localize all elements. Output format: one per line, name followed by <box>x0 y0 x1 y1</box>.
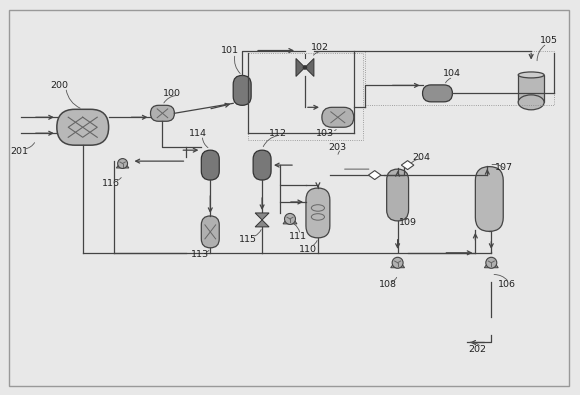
FancyBboxPatch shape <box>253 150 271 180</box>
Text: 200: 200 <box>50 81 68 90</box>
Text: 110: 110 <box>299 245 317 254</box>
Polygon shape <box>255 213 269 220</box>
Text: 100: 100 <box>164 89 182 98</box>
FancyBboxPatch shape <box>201 216 219 248</box>
Text: 203: 203 <box>329 143 347 152</box>
Text: 101: 101 <box>221 46 239 55</box>
FancyBboxPatch shape <box>387 169 408 221</box>
Text: 111: 111 <box>289 232 307 241</box>
Circle shape <box>285 213 295 224</box>
FancyBboxPatch shape <box>150 105 175 121</box>
Text: 115: 115 <box>239 235 257 245</box>
Ellipse shape <box>518 72 544 78</box>
FancyBboxPatch shape <box>201 150 219 180</box>
Polygon shape <box>305 58 314 76</box>
Text: 204: 204 <box>412 152 430 162</box>
Ellipse shape <box>518 95 544 110</box>
Circle shape <box>118 158 128 168</box>
Bar <box>365 51 554 105</box>
FancyBboxPatch shape <box>322 107 354 127</box>
Polygon shape <box>368 171 381 180</box>
Text: 107: 107 <box>495 163 513 171</box>
Polygon shape <box>401 161 414 169</box>
FancyBboxPatch shape <box>423 85 452 102</box>
Text: 102: 102 <box>311 43 329 52</box>
Text: 109: 109 <box>398 218 416 228</box>
Text: 202: 202 <box>468 345 487 354</box>
Circle shape <box>392 257 403 268</box>
Polygon shape <box>283 214 297 224</box>
Text: 201: 201 <box>10 147 28 156</box>
Polygon shape <box>117 159 129 168</box>
Text: 113: 113 <box>191 250 209 259</box>
Text: 114: 114 <box>189 129 207 138</box>
Text: 106: 106 <box>498 280 516 289</box>
Polygon shape <box>391 258 405 268</box>
FancyBboxPatch shape <box>233 75 251 105</box>
Polygon shape <box>255 220 269 227</box>
Bar <box>518 75 544 102</box>
Polygon shape <box>296 58 305 76</box>
Text: 116: 116 <box>102 179 119 188</box>
Circle shape <box>303 66 307 69</box>
Text: 112: 112 <box>269 129 287 138</box>
Text: 105: 105 <box>540 36 558 45</box>
FancyBboxPatch shape <box>476 167 503 231</box>
Text: 108: 108 <box>379 280 397 289</box>
Bar <box>248 53 362 140</box>
Circle shape <box>486 257 497 268</box>
Text: 104: 104 <box>443 69 461 78</box>
Polygon shape <box>484 258 498 268</box>
FancyBboxPatch shape <box>57 109 108 145</box>
Text: 103: 103 <box>316 129 334 138</box>
FancyBboxPatch shape <box>306 188 330 238</box>
